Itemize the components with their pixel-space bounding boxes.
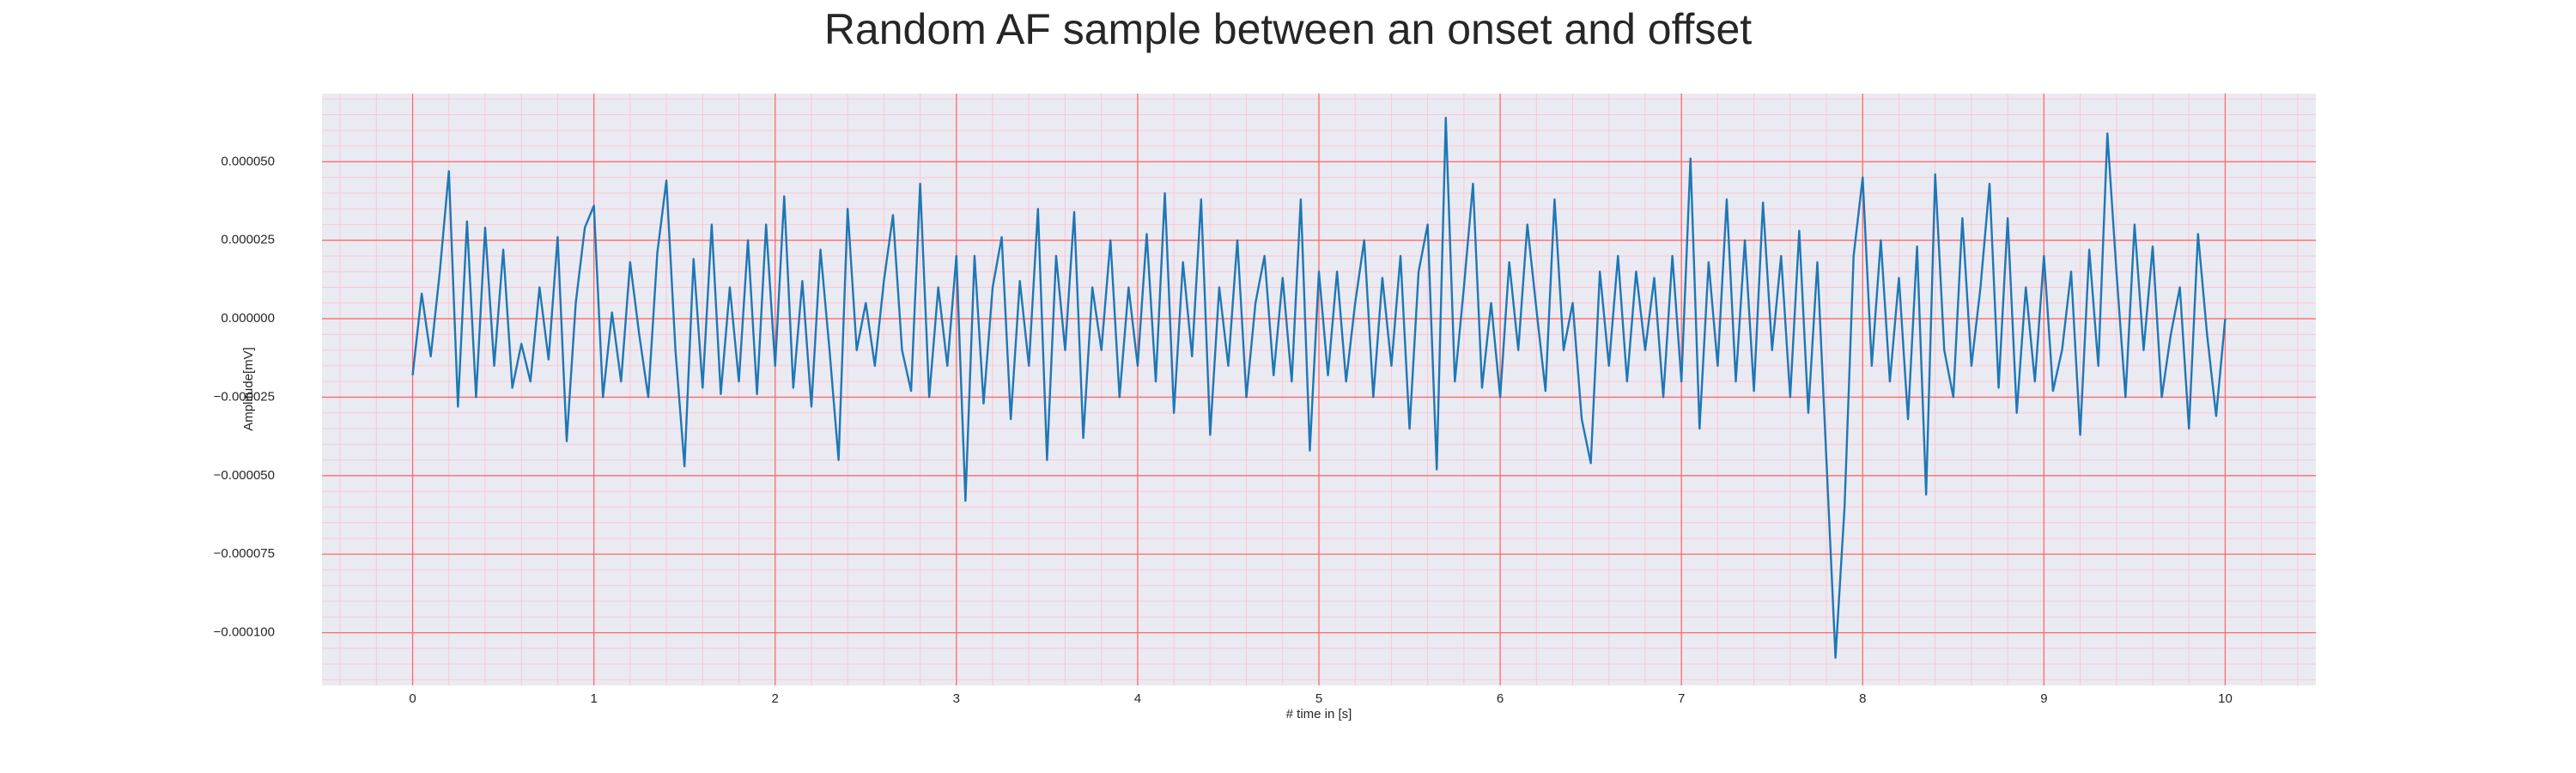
x-tick-label: 9 [2040, 691, 2047, 706]
x-tick-label: 7 [1678, 691, 1685, 706]
y-tick-label: −0.000050 [214, 468, 275, 483]
x-tick-label: 0 [409, 691, 416, 706]
y-tick-label: −0.000025 [214, 389, 275, 404]
data-line [411, 116, 2227, 660]
x-tick-label: 5 [1315, 691, 1322, 706]
y-tick-label: −0.000075 [214, 546, 275, 561]
y-axis-label: Amplitude[mV] [241, 347, 256, 431]
x-tick-label: 3 [953, 691, 960, 706]
x-tick-label: 8 [1859, 691, 1866, 706]
x-tick-label: 1 [590, 691, 597, 706]
y-tick-label: 0.000025 [221, 233, 275, 247]
x-axis-label: # time in [s] [1286, 707, 1352, 721]
chart-title: Random AF sample between an onset and of… [824, 5, 1752, 53]
y-tick-label: −0.000100 [214, 625, 275, 640]
y-tick-label: 0.000050 [221, 154, 275, 168]
y-tick-label: 0.000000 [221, 311, 275, 326]
x-tick-label: 6 [1497, 691, 1504, 706]
x-tick-label: 4 [1134, 691, 1141, 706]
x-tick-label: 10 [2218, 691, 2233, 706]
x-tick-label: 2 [772, 691, 779, 706]
